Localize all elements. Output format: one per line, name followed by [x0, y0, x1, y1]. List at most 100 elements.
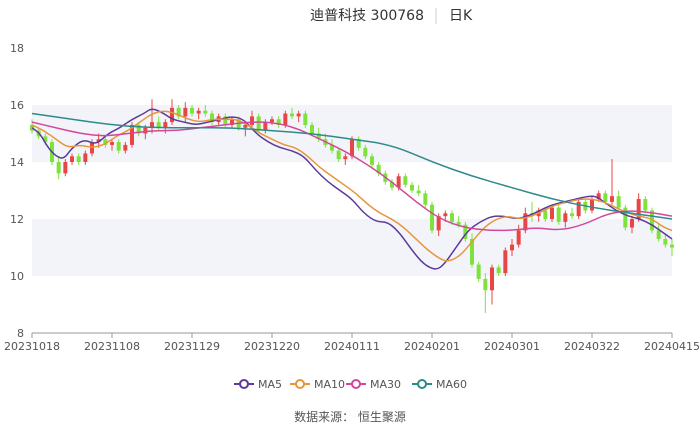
candle-body [576, 201, 581, 217]
candle-body [396, 176, 401, 188]
candle [403, 173, 408, 188]
y-tick-label: 14 [10, 156, 24, 169]
candle [670, 238, 674, 257]
x-tick-label: 20240415 [644, 340, 700, 353]
candle [70, 153, 74, 165]
x-tick-label: 20240301 [484, 340, 540, 353]
candle-body [423, 193, 428, 205]
candle [476, 261, 481, 282]
candle [630, 216, 634, 234]
legend-marker [295, 379, 305, 389]
candle [656, 224, 661, 242]
candle [550, 204, 554, 222]
y-tick-label: 18 [10, 42, 24, 55]
legend-item-ma10[interactable]: MA10 [290, 378, 345, 391]
ma-line-ma60 [31, 112, 673, 220]
candle [370, 153, 374, 168]
candle-body [670, 244, 674, 248]
stock-title: 迪普科技 300768 [310, 8, 424, 24]
candle-body [270, 119, 274, 123]
candle [63, 159, 68, 177]
candle-body [410, 184, 414, 191]
candle-body [490, 267, 494, 291]
legend[interactable]: MA5 MA10 MA30 MA60 [234, 378, 467, 391]
candle-body [276, 119, 281, 125]
candle [570, 207, 574, 219]
candle-body [403, 176, 408, 185]
candle-body [170, 107, 174, 123]
candle-body [56, 162, 61, 174]
candle [530, 201, 534, 222]
x-tick-label: 20231018 [4, 340, 60, 353]
candle [343, 153, 348, 165]
candle [663, 233, 668, 248]
ma-line-ma30 [31, 121, 673, 232]
candle-body [316, 133, 321, 140]
candle [576, 199, 581, 219]
candle-body [70, 156, 74, 162]
candle-body [563, 213, 568, 222]
candle-body [256, 116, 261, 131]
candle [636, 193, 641, 222]
x-tick-label: 20240322 [564, 340, 620, 353]
candle [30, 119, 34, 134]
candle-body [556, 207, 561, 222]
candle-body [510, 244, 514, 251]
candle [363, 144, 368, 160]
candle-body [596, 193, 601, 200]
candle-body [456, 221, 461, 225]
candle [203, 105, 208, 117]
candle-body [463, 224, 468, 239]
legend-item-ma60[interactable]: MA60 [412, 378, 467, 391]
candle-body [183, 107, 188, 117]
y-tick-label: 8 [17, 327, 24, 340]
candle [556, 204, 561, 225]
candle-body [603, 193, 608, 202]
legend-marker [351, 379, 361, 389]
candle-body [350, 139, 354, 157]
candle-body [550, 207, 554, 219]
candle [643, 196, 648, 214]
candle-body [203, 110, 208, 114]
y-tick-label: 16 [10, 99, 24, 112]
candle-body [283, 113, 288, 125]
candle-body [250, 116, 254, 125]
candle [196, 107, 201, 120]
legend-item-ma5[interactable]: MA5 [234, 378, 282, 391]
period-label[interactable]: 日K [449, 8, 473, 24]
candle [290, 107, 294, 120]
candle-body [290, 113, 294, 117]
candle [356, 136, 361, 151]
legend-marker [417, 379, 427, 389]
candle-body [123, 144, 128, 151]
candle-body [370, 156, 374, 165]
candle [230, 116, 234, 128]
candle [623, 204, 628, 231]
candle [450, 210, 454, 225]
candle [110, 139, 114, 151]
candle-body [230, 119, 234, 125]
candle [123, 142, 128, 154]
candle [176, 105, 181, 120]
candle-body [630, 219, 634, 228]
candle-body [363, 147, 368, 157]
legend-label: MA30 [370, 378, 401, 391]
candle-body [263, 122, 268, 131]
candle-body [136, 124, 141, 134]
candle-body [163, 122, 168, 128]
y-tick-label: 10 [10, 270, 24, 283]
legend-item-ma30[interactable]: MA30 [346, 378, 401, 391]
candle [423, 190, 428, 208]
candle-body [496, 267, 501, 274]
x-tick-label: 20231108 [84, 340, 140, 353]
candle [250, 110, 254, 128]
data-source: 数据来源： 恒生聚源 [294, 409, 406, 424]
candle-body [570, 213, 574, 217]
candle [510, 238, 514, 257]
x-tick-label: 20240111 [324, 340, 380, 353]
candle-body [450, 213, 454, 222]
candle-body [336, 150, 341, 160]
candle [610, 159, 614, 205]
candle [390, 179, 394, 191]
